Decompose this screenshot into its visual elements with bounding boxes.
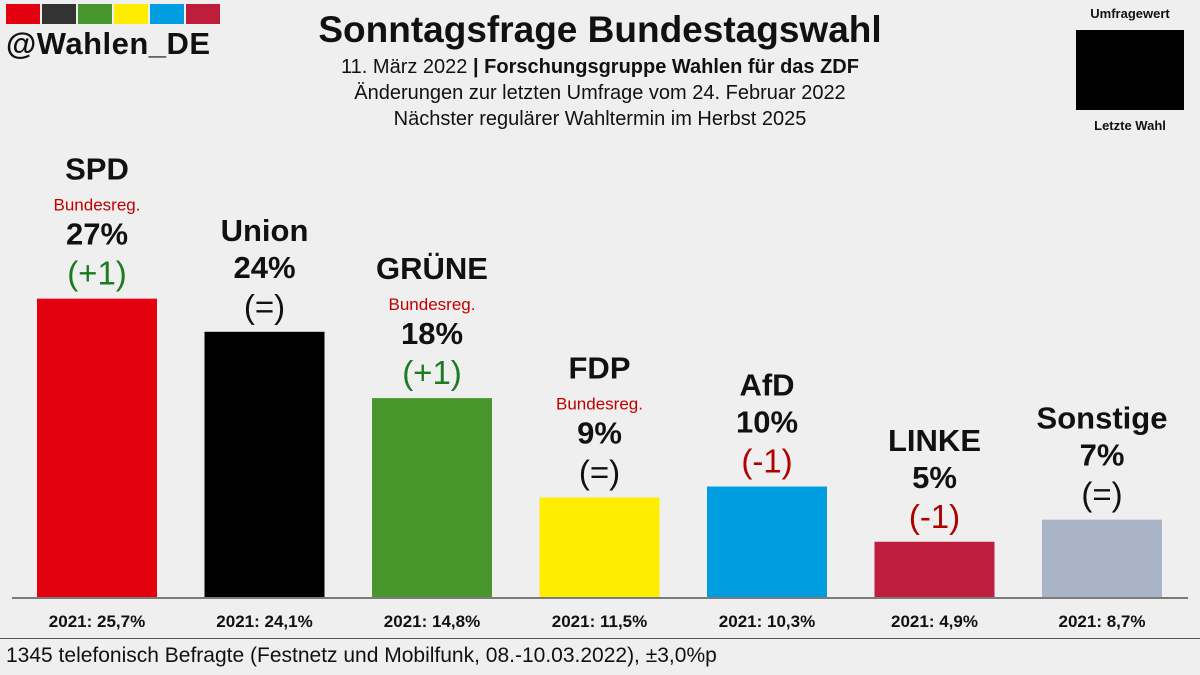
last-election-label: 2021: 8,7%: [1059, 612, 1146, 631]
bar-spd: [37, 298, 157, 597]
party-label: SPD: [65, 152, 129, 187]
bar-union: [204, 331, 325, 597]
change-label: (+1): [67, 255, 127, 292]
bar-afd: [707, 486, 827, 597]
change-label: (=): [579, 454, 620, 491]
change-label: (=): [1081, 476, 1122, 513]
value-label: 24%: [233, 250, 295, 285]
bar-sonstige: [1042, 519, 1162, 597]
brand-swatch: [150, 4, 184, 24]
bar-grüne: [372, 398, 492, 597]
brand-swatch: [78, 4, 112, 24]
government-note: Bundesreg.: [556, 395, 643, 414]
account-handle: @Wahlen_DE: [6, 26, 211, 61]
change-label: (-1): [741, 443, 792, 480]
government-note: Bundesreg.: [389, 295, 476, 314]
brand-swatch: [114, 4, 148, 24]
government-note: Bundesreg.: [54, 196, 141, 215]
brand-color-strip: [6, 4, 220, 24]
legend-last-election-label: Letzte Wahl: [1094, 118, 1166, 133]
value-label: 9%: [577, 416, 622, 451]
separator: |: [472, 56, 479, 78]
footer-divider: [0, 638, 1200, 639]
party-label: GRÜNE: [376, 251, 488, 286]
brand-swatch: [186, 4, 220, 24]
change-label: (=): [244, 288, 285, 325]
last-election-label: 2021: 14,8%: [384, 612, 480, 631]
legend-swatch: [1076, 30, 1184, 110]
party-label: AfD: [739, 368, 794, 403]
value-label: 5%: [912, 460, 957, 495]
brand-swatch: [42, 4, 76, 24]
changes-note: Änderungen zur letzten Umfrage vom 24. F…: [354, 82, 846, 104]
survey-date: 11. März 2022: [341, 56, 468, 78]
bar-fdp: [539, 497, 660, 597]
legend-poll-label: Umfragewert: [1090, 6, 1170, 21]
last-election-label: 2021: 4,9%: [891, 612, 978, 631]
bar-linke: [874, 541, 995, 597]
party-label: Sonstige: [1037, 401, 1168, 436]
last-election-label: 2021: 24,1%: [216, 612, 312, 631]
party-label: Union: [221, 213, 309, 248]
value-label: 10%: [736, 405, 798, 440]
survey-info: 11. März 2022 | Forschungsgruppe Wahlen …: [250, 54, 950, 80]
brand-swatch: [6, 4, 40, 24]
last-election-label: 2021: 11,5%: [552, 612, 647, 631]
value-label: 18%: [401, 316, 463, 351]
next-election-note: Nächster regulärer Wahltermin im Herbst …: [393, 108, 807, 130]
institute: Forschungsgruppe Wahlen für das ZDF: [484, 56, 859, 78]
last-election-label: 2021: 25,7%: [49, 612, 145, 631]
change-label: (+1): [402, 354, 462, 391]
legend: Umfragewert Letzte Wahl: [1070, 6, 1190, 133]
party-label: LINKE: [888, 423, 981, 458]
last-election-label: 2021: 10,3%: [719, 612, 815, 631]
chart-header: Sonntagsfrage Bundestagswahl 11. März 20…: [250, 6, 950, 132]
chart-title: Sonntagsfrage Bundestagswahl: [318, 9, 882, 50]
value-label: 7%: [1080, 438, 1125, 473]
change-label: (-1): [909, 498, 960, 535]
value-label: 27%: [66, 217, 128, 252]
party-label: FDP: [569, 351, 631, 386]
footer-note: 1345 telefonisch Befragte (Festnetz und …: [6, 644, 717, 667]
